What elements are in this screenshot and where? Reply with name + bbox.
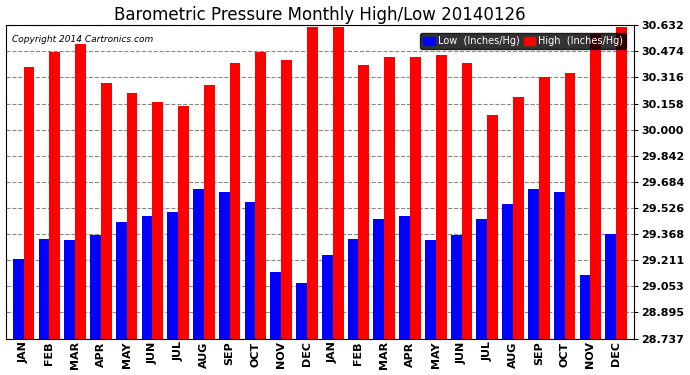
Bar [359, 65, 369, 339]
Bar [373, 219, 384, 339]
Bar [322, 255, 333, 339]
Bar [605, 234, 616, 339]
Bar [462, 63, 473, 339]
Bar [513, 97, 524, 339]
Bar [178, 106, 189, 339]
Bar [282, 60, 292, 339]
Bar [168, 212, 178, 339]
Title: Barometric Pressure Monthly High/Low 20140126: Barometric Pressure Monthly High/Low 201… [114, 6, 526, 24]
Bar [296, 284, 307, 339]
Bar [245, 202, 255, 339]
Bar [255, 52, 266, 339]
Legend: Low  (Inches/Hg), High  (Inches/Hg): Low (Inches/Hg), High (Inches/Hg) [420, 33, 626, 49]
Bar [219, 192, 230, 339]
Bar [539, 77, 550, 339]
Bar [384, 57, 395, 339]
Bar [410, 57, 421, 339]
Bar [270, 272, 282, 339]
Bar [90, 236, 101, 339]
Bar [50, 52, 60, 339]
Bar [23, 67, 34, 339]
Bar [152, 102, 164, 339]
Bar [141, 216, 152, 339]
Bar [425, 240, 436, 339]
Bar [348, 239, 359, 339]
Bar [400, 216, 410, 339]
Bar [487, 115, 498, 339]
Bar [580, 275, 591, 339]
Bar [64, 240, 75, 339]
Bar [39, 239, 50, 339]
Bar [477, 219, 487, 339]
Bar [307, 27, 318, 339]
Text: Copyright 2014 Cartronics.com: Copyright 2014 Cartronics.com [12, 34, 153, 44]
Bar [333, 27, 344, 339]
Bar [591, 34, 601, 339]
Bar [502, 204, 513, 339]
Bar [554, 192, 564, 339]
Bar [127, 93, 137, 339]
Bar [101, 83, 112, 339]
Bar [451, 236, 462, 339]
Bar [564, 74, 575, 339]
Bar [204, 85, 215, 339]
Bar [193, 189, 204, 339]
Bar [528, 189, 539, 339]
Bar [436, 55, 446, 339]
Bar [75, 44, 86, 339]
Bar [230, 63, 241, 339]
Bar [13, 259, 23, 339]
Bar [616, 27, 627, 339]
Bar [116, 222, 127, 339]
